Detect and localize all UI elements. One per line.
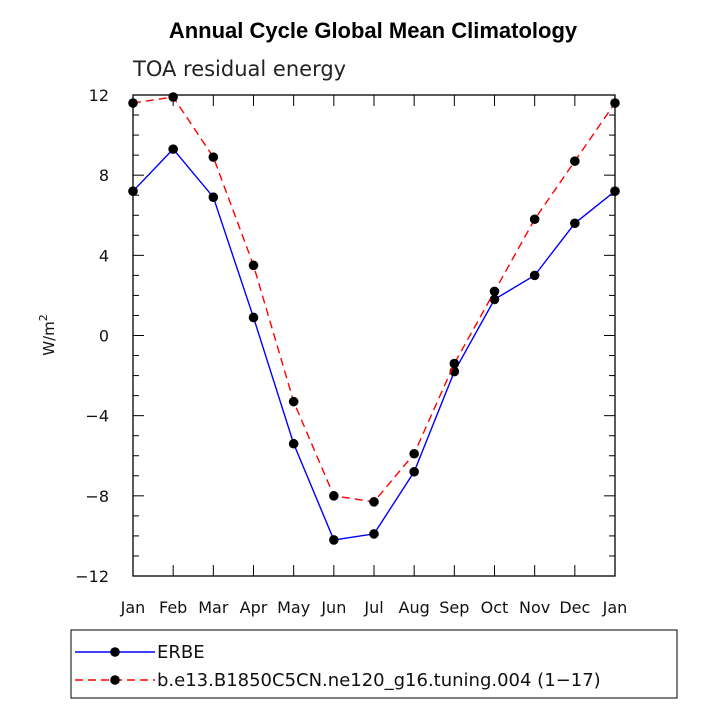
series-1 <box>128 144 620 545</box>
data-point <box>610 98 620 108</box>
data-point <box>288 438 299 449</box>
data-point <box>489 286 500 297</box>
x-tick-label: Jan <box>602 598 628 617</box>
data-point <box>570 218 580 229</box>
series-2 <box>128 92 620 507</box>
x-tick-label: May <box>277 598 310 617</box>
data-point <box>248 260 259 271</box>
data-point <box>329 535 339 545</box>
legend: ERBE b.e13.B1850C5CN.ne120_g16.tuning.004… <box>70 629 678 699</box>
axes-frame: 12 8 4 0 −4 −8 −12 Jan Feb Mar Apr May Jun Jul Aug Sep O… <box>75 86 627 617</box>
data-point <box>529 214 540 225</box>
series-group <box>128 92 620 545</box>
x-tick-label: Jun <box>320 598 346 617</box>
svg-text:W/m2: W/m2 <box>37 314 58 356</box>
data-point <box>369 529 379 539</box>
y-tick-label: −8 <box>85 487 109 506</box>
x-tick-label: Jan <box>120 598 146 617</box>
data-point <box>610 186 620 196</box>
legend-marker <box>110 647 120 657</box>
y-tick-label: 12 <box>89 86 109 105</box>
data-point <box>529 270 540 281</box>
data-point <box>409 466 419 477</box>
data-point <box>369 497 379 507</box>
y-tick-label: 0 <box>99 327 109 346</box>
y-axis-label-base: W/m <box>40 321 58 356</box>
y-tick-label: 8 <box>99 166 109 185</box>
data-point <box>570 156 580 166</box>
x-tick-label: Aug <box>399 598 430 617</box>
y-axis-label-superscript: 2 <box>37 314 50 321</box>
data-point <box>248 312 259 323</box>
data-point <box>449 358 460 369</box>
x-tick-label: Feb <box>159 598 187 617</box>
x-tick-label: Sep <box>439 598 469 617</box>
data-point <box>128 186 138 196</box>
data-point <box>128 98 138 108</box>
data-point <box>208 192 219 203</box>
data-point <box>409 448 419 459</box>
y-tick-label: −4 <box>85 407 109 426</box>
chart-subtitle: TOA residual energy <box>132 57 346 81</box>
x-tick-label: Nov <box>519 598 550 617</box>
series-line <box>132 96 616 503</box>
x-tick-label: Mar <box>198 598 229 617</box>
data-point <box>168 144 178 154</box>
x-tick-label: Jul <box>363 598 383 617</box>
x-tick-label: Dec <box>559 598 590 617</box>
data-point <box>168 92 178 102</box>
data-point <box>489 294 500 305</box>
legend-box <box>70 629 678 699</box>
data-point <box>329 491 339 501</box>
x-tick-label: Oct <box>481 598 509 617</box>
legend-entry-label: ERBE <box>157 642 205 663</box>
series-line <box>132 148 616 541</box>
y-axis-label: W/m2 <box>37 314 58 356</box>
x-tick-label: Apr <box>240 598 268 617</box>
data-point <box>208 152 219 162</box>
y-tick-label: 4 <box>99 246 109 265</box>
data-point <box>288 396 299 407</box>
legend-entry-label: b.e13.B1850C5CN.ne120_g16.tuning.004 (1−… <box>157 670 601 691</box>
chart-title: Annual Cycle Global Mean Climatology <box>169 18 578 43</box>
y-tick-label: −12 <box>75 567 109 586</box>
legend-marker <box>110 675 120 685</box>
